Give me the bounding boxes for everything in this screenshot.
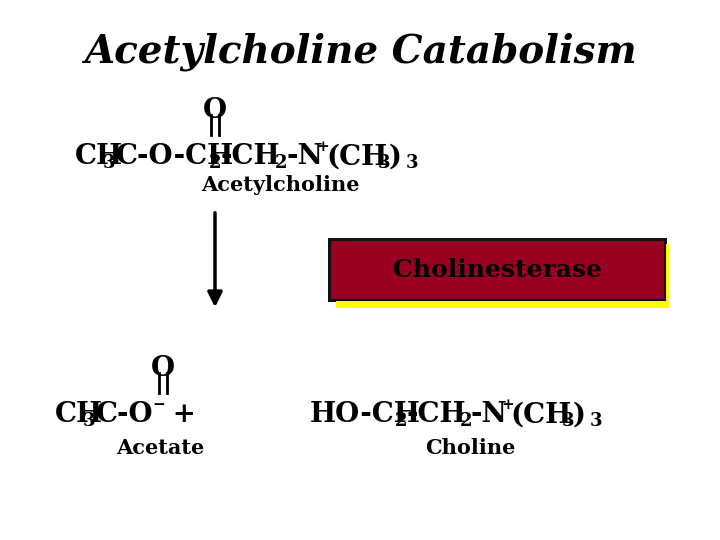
Text: HO-CH: HO-CH [310,402,421,429]
Text: Acetate: Acetate [116,438,204,458]
Text: 2: 2 [460,412,472,430]
Text: -N: -N [287,144,324,171]
Text: ): ) [573,402,586,429]
Bar [336,244,669,308]
Text: CH: CH [55,402,103,429]
Text: 3: 3 [406,154,418,172]
Text: O: O [203,97,227,124]
Text: O: O [151,355,175,382]
Text: -CH: -CH [406,402,466,429]
Text: 2: 2 [395,412,408,430]
Text: 2: 2 [275,154,287,172]
Text: 3: 3 [562,412,575,430]
Text: Choline: Choline [425,438,516,458]
Text: −: − [152,398,165,412]
Text: 2: 2 [209,154,222,172]
Text: C-O: C-O [96,402,153,429]
Text: 3: 3 [590,412,603,430]
Text: (CH: (CH [326,144,387,171]
Text: CH: CH [75,144,123,171]
Text: 3: 3 [378,154,390,172]
Bar [330,240,665,300]
Text: +: + [501,398,514,412]
Text: C-O-CH: C-O-CH [116,144,234,171]
Text: (CH: (CH [510,402,571,429]
Text: Cholinesterase: Cholinesterase [393,258,602,282]
Text: ): ) [389,144,402,171]
Text: +: + [163,402,196,429]
Text: Acetylcholine: Acetylcholine [201,175,359,195]
Text: +: + [316,140,329,154]
Bar [328,238,667,302]
Text: 3: 3 [83,412,96,430]
Text: -CH: -CH [220,144,279,171]
Text: 3: 3 [103,154,115,172]
Text: Acetylcholine Catabolism: Acetylcholine Catabolism [84,33,636,71]
Text: -N: -N [471,402,508,429]
